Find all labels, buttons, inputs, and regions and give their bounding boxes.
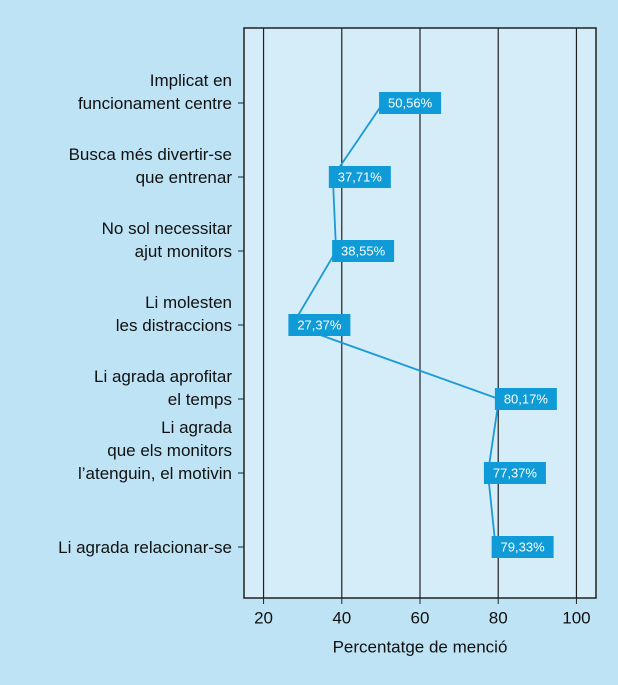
category-label: Li agrada aprofitar el temps	[94, 366, 232, 409]
value-label: 37,71%	[338, 169, 383, 184]
plot-border	[243, 27, 597, 599]
value-label: 79,33%	[501, 539, 546, 554]
value-box	[332, 240, 395, 262]
x-tick-label: 100	[562, 608, 590, 627]
x-tick-label: 40	[332, 608, 351, 627]
category-label: Li agrada relacionar-se	[58, 537, 232, 557]
value-box	[483, 462, 546, 484]
category-label: Busca més divertir-se que entrenar	[68, 144, 232, 187]
value-label: 38,55%	[341, 243, 386, 258]
value-box	[494, 388, 557, 410]
x-tick-label: 80	[489, 608, 508, 627]
x-axis-title: Percentatge de menció	[333, 637, 508, 656]
x-tick-label: 20	[254, 608, 273, 627]
x-tick-label: 60	[411, 608, 430, 627]
category-label: Li molesten les distraccions	[115, 292, 232, 335]
value-box	[288, 314, 351, 336]
value-box	[491, 536, 554, 558]
value-label: 77,37%	[493, 465, 538, 480]
category-label: Implicat en funcionament centre	[77, 70, 232, 113]
value-box	[379, 92, 442, 114]
category-label: No sol necessitar ajut monitors	[101, 218, 232, 261]
value-box	[328, 166, 391, 188]
category-label: Li agrada que els monitors l’atenguin, e…	[77, 417, 232, 483]
value-label: 27,37%	[297, 317, 342, 332]
value-label: 80,17%	[504, 391, 549, 406]
value-label: 50,56%	[388, 95, 433, 110]
